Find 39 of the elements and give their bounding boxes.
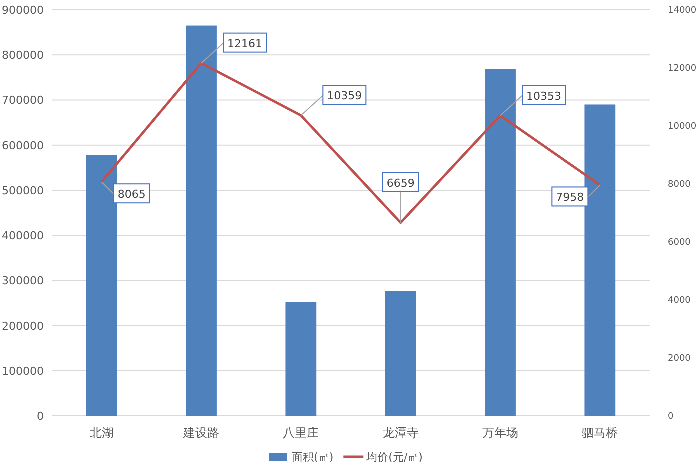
data-label: 12161	[228, 37, 262, 50]
data-label: 6659	[386, 176, 415, 190]
y2-tick-label: 8000	[668, 180, 692, 190]
data-label: 10359	[327, 90, 362, 103]
bar	[584, 104, 616, 416]
y-tick-label: 600000	[2, 139, 44, 152]
y2-tick-label: 12000	[668, 64, 697, 74]
bar	[286, 302, 317, 416]
y-tick-label: 800000	[2, 49, 44, 62]
bar	[485, 69, 516, 416]
y2-tick-label: 0	[668, 412, 674, 422]
bar	[186, 26, 217, 416]
data-label: 8065	[118, 188, 146, 202]
x-tick-label: 八里庄	[283, 426, 320, 440]
y2-tick-label: 6000	[668, 238, 692, 248]
y-tick-label: 0	[37, 410, 44, 423]
line-series	[100, 62, 602, 224]
x-tick-label: 建设路	[182, 426, 220, 440]
y2-tick-label: 4000	[668, 296, 692, 306]
y2-tick-label: 10000	[668, 122, 697, 132]
y-tick-label: 900000	[2, 4, 44, 17]
y2-tick-label: 2000	[668, 354, 692, 364]
legend-label: 面积(㎡)	[292, 451, 334, 464]
legend-label: 均价(元/㎡)	[366, 451, 423, 464]
x-tick-label: 驷马桥	[582, 426, 618, 440]
x-tick-label: 万年场	[482, 426, 518, 440]
y-tick-label: 700000	[2, 94, 44, 108]
x-tick-label: 龙潭寺	[382, 426, 419, 440]
y-tick-label: 100000	[2, 364, 44, 378]
x-tick-label: 北湖	[90, 426, 114, 440]
data-label: 7958	[556, 191, 584, 204]
y-tick-label: 500000	[2, 184, 44, 198]
y-tick-label: 300000	[2, 274, 44, 288]
bar	[385, 291, 416, 416]
y-tick-label: 400000	[2, 230, 44, 243]
y2-tick-label: 14000	[668, 6, 697, 16]
data-label: 10353	[526, 90, 562, 103]
y-tick-label: 200000	[2, 320, 44, 333]
bar	[86, 155, 118, 416]
